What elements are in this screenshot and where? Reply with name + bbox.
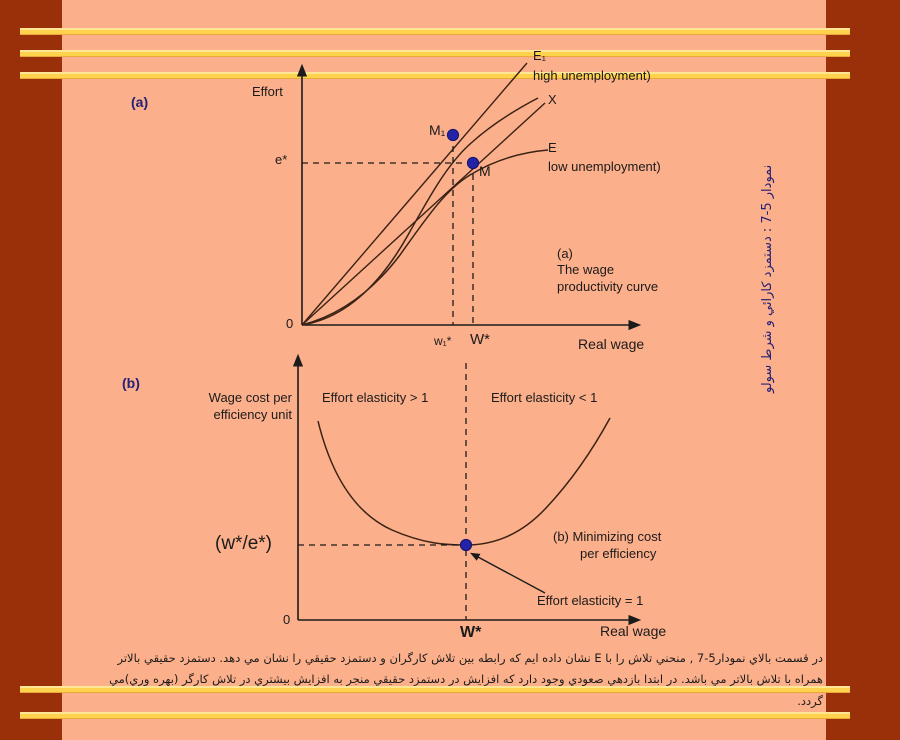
curve-unit-cost <box>317 417 611 546</box>
chart-a-x-tick-wstar: W* <box>470 331 490 348</box>
chart-b-annotation: Effort elasticity = 1 <box>537 593 644 608</box>
top-rule-3 <box>20 72 850 79</box>
chart-b-y-tick: (w*/e*) <box>215 533 273 554</box>
chart-a-caption-1: (a) <box>557 246 573 261</box>
curve-note-e: low unemployment) <box>548 159 661 174</box>
panel-a-tag: (a) <box>131 94 149 110</box>
chart-b-x-tick-wstar: W* <box>460 624 482 641</box>
chart-a-caption-3: productivity curve <box>557 279 659 294</box>
chart-b-caption-2: per efficiency <box>580 546 657 561</box>
curve-label-e1: E₁ <box>533 48 547 63</box>
chart-b-region-left: Effort elasticity > 1 <box>322 390 429 405</box>
right-decor-band <box>826 0 900 740</box>
panel-b-tag: (b) <box>122 375 140 391</box>
chart-a-x-tick-w1star: w₁* <box>434 334 452 348</box>
curve-note-e1: high unemployment) <box>533 68 651 83</box>
ray-x <box>301 102 546 326</box>
chart-a-guides <box>302 135 474 325</box>
chart-a-y-axis-label: Effort <box>252 84 283 99</box>
chart-a-x-axis-label: Real wage <box>578 336 645 352</box>
bottom-rule-2 <box>20 712 850 719</box>
top-rule-2 <box>20 50 850 57</box>
chart-b-y-axis-label-2: efficiency unit <box>213 407 292 422</box>
chart-b-y-axis-label-1: Wage cost per <box>208 390 292 405</box>
body-line-3: گردد. <box>797 693 823 708</box>
point-label-m: M <box>479 163 491 179</box>
body-paragraph: در قسمت بالاي نمودار5-7 , منحني تلاش را … <box>68 648 823 712</box>
point-label-m1: M₁ <box>429 122 446 138</box>
vertical-slide-title: نمودار 5-7 : دستمزد كارائي و شرط سولو <box>760 165 775 394</box>
chart-a-y-tick-estar: e* <box>275 152 288 167</box>
chart-b-region-right: Effort elasticity < 1 <box>491 390 598 405</box>
bottom-rule-1 <box>20 686 850 693</box>
body-line-1: در قسمت بالاي نمودار5-7 , منحني تلاش را … <box>117 651 823 665</box>
chart-a-origin-label: 0 <box>286 316 294 331</box>
chart-a-caption-2: The wage <box>557 262 615 277</box>
curve-label-e: E <box>548 140 557 155</box>
ray-tangent-e1 <box>301 62 528 326</box>
chart-b-x-axis-label: Real wage <box>600 623 667 639</box>
body-line-2: همراه با تلاش بالاتر مي باشد. در ابتدا ب… <box>109 672 823 687</box>
point-min-cost <box>459 538 473 552</box>
chart-b-origin-label: 0 <box>283 612 291 627</box>
point-m1 <box>446 128 460 142</box>
annotation-arrow <box>469 552 546 594</box>
left-decor-band <box>0 0 62 740</box>
curve-label-x: X <box>548 92 557 107</box>
point-m <box>466 156 480 170</box>
top-rule-1 <box>20 28 850 35</box>
chart-b-caption-1: (b) Minimizing cost <box>553 529 662 544</box>
curve-e1 <box>301 97 539 326</box>
curve-e <box>301 149 549 326</box>
